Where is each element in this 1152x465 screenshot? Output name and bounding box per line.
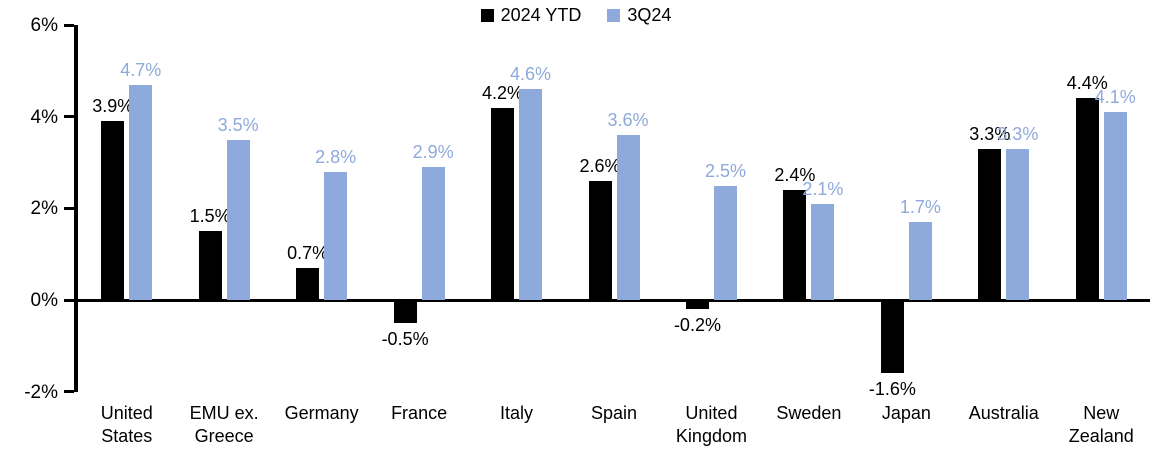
bar-3q24-france (421, 167, 445, 300)
bar-value-label-3q24-france: 2.9% (412, 142, 454, 163)
category-label-new-zealand: New Zealand (1068, 403, 1134, 447)
bar-2024-ytd-united-states (101, 121, 125, 300)
bar-3q24-italy (519, 89, 543, 300)
bar-3q24-germany (324, 171, 348, 300)
bar-value-label-3q24-australia: 3.3% (997, 123, 1039, 144)
bar-2024-ytd-france (393, 300, 417, 323)
bar-value-label-2024-ytd-australia: 3.3% (969, 123, 1011, 144)
bar-3q24-japan (908, 222, 932, 300)
legend-swatch-3q24 (607, 9, 621, 22)
bar-3q24-united-kingdom (713, 185, 737, 300)
bar-2024-ytd-sweden (783, 190, 807, 300)
y-tick-mark--2 (64, 390, 74, 394)
x-axis-zero-line (74, 298, 1150, 302)
bar-value-label-2024-ytd-sweden: 2.4% (774, 165, 816, 186)
y-tick-mark-0 (64, 298, 74, 302)
bar-value-label-2024-ytd-japan: -1.6% (868, 379, 916, 400)
bar-2024-ytd-united-kingdom (685, 300, 709, 310)
bar-value-label-2024-ytd-emu-ex-greece: 1.5% (189, 206, 231, 227)
bar-3q24-united-states (129, 84, 153, 300)
bar-value-label-3q24-united-kingdom: 2.5% (704, 160, 746, 181)
bar-3q24-new-zealand (1103, 112, 1127, 300)
bar-value-label-3q24-germany: 2.8% (315, 146, 357, 167)
category-label-sweden: Sweden (776, 403, 842, 423)
bar-2024-ytd-new-zealand (1075, 98, 1099, 300)
bar-value-label-3q24-emu-ex-greece: 3.5% (217, 114, 259, 135)
legend: 2024 YTD 3Q24 (0, 5, 1152, 26)
y-tick-mark-6 (64, 23, 74, 27)
category-label-spain: Spain (590, 403, 638, 423)
bar-value-label-3q24-united-states: 4.7% (120, 59, 162, 80)
y-tick-label-4: 4% (30, 106, 58, 128)
bar-3q24-australia (1006, 148, 1030, 300)
category-label-italy: Italy (500, 403, 534, 423)
category-label-united-kingdom: United Kingdom (675, 403, 747, 447)
legend-label-3q24: 3Q24 (627, 5, 672, 25)
bar-value-label-2024-ytd-new-zealand: 4.4% (1066, 73, 1108, 94)
legend-item-2024-ytd: 2024 YTD (480, 5, 582, 26)
category-label-emu-ex-greece: EMU ex. Greece (189, 403, 259, 447)
y-tick-label-6: 6% (30, 15, 58, 37)
bar-value-label-2024-ytd-italy: 4.2% (482, 82, 524, 103)
bar-value-label-3q24-japan: 1.7% (899, 197, 941, 218)
category-label-australia: Australia (968, 403, 1039, 423)
y-tick-mark-2 (64, 206, 74, 210)
bar-2024-ytd-italy (491, 107, 515, 300)
bar-2024-ytd-australia (978, 148, 1002, 300)
bar-value-label-2024-ytd-germany: 0.7% (287, 242, 329, 263)
category-label-japan: Japan (881, 403, 931, 423)
bar-2024-ytd-spain (588, 180, 612, 300)
bar-value-label-2024-ytd-france: -0.5% (381, 328, 429, 349)
bar-value-label-3q24-italy: 4.6% (510, 64, 552, 85)
y-tick-label--2: -2% (24, 381, 58, 403)
category-label-france: France (391, 403, 448, 423)
legend-label-2024-ytd: 2024 YTD (500, 5, 582, 25)
y-tick-label-2: 2% (30, 198, 58, 220)
y-tick-label-0: 0% (30, 290, 58, 311)
bar-3q24-emu-ex-greece (226, 139, 250, 300)
bar-2024-ytd-germany (296, 267, 320, 300)
y-tick-mark-4 (64, 115, 74, 119)
category-label-united-states: United States (100, 403, 153, 447)
bar-value-label-3q24-new-zealand: 4.1% (1094, 87, 1136, 108)
bar-3q24-sweden (811, 203, 835, 300)
bar-value-label-3q24-spain: 3.6% (607, 110, 649, 131)
bar-3q24-spain (616, 135, 640, 300)
bar-2024-ytd-emu-ex-greece (198, 231, 222, 300)
legend-item-3q24: 3Q24 (607, 5, 671, 26)
bar-2024-ytd-japan (880, 300, 904, 374)
category-label-germany: Germany (284, 403, 359, 423)
legend-swatch-2024-ytd (480, 9, 494, 22)
bar-value-label-2024-ytd-united-states: 3.9% (92, 96, 134, 117)
bar-value-label-2024-ytd-united-kingdom: -0.2% (673, 315, 721, 336)
bar-value-label-2024-ytd-spain: 2.6% (579, 155, 621, 176)
bar-value-label-3q24-sweden: 2.1% (802, 178, 844, 199)
y-axis-line (74, 25, 78, 392)
